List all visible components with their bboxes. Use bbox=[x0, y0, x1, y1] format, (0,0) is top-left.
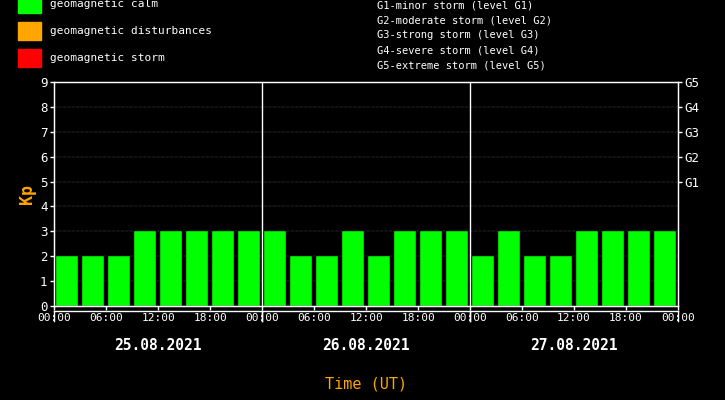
Text: G1-minor storm (level G1): G1-minor storm (level G1) bbox=[377, 0, 534, 10]
Text: G3-strong storm (level G3): G3-strong storm (level G3) bbox=[377, 30, 539, 40]
Bar bbox=[212, 231, 234, 306]
Bar bbox=[368, 256, 390, 306]
Text: G2-moderate storm (level G2): G2-moderate storm (level G2) bbox=[377, 15, 552, 25]
Bar bbox=[628, 231, 650, 306]
Bar bbox=[264, 231, 286, 306]
Bar bbox=[18, 0, 41, 13]
Bar bbox=[83, 256, 104, 306]
Bar bbox=[18, 49, 41, 67]
Text: G4-severe storm (level G4): G4-severe storm (level G4) bbox=[377, 46, 539, 56]
Bar bbox=[57, 256, 78, 306]
Bar bbox=[550, 256, 572, 306]
Bar bbox=[446, 231, 468, 306]
Bar bbox=[576, 231, 598, 306]
Text: geomagnetic disturbances: geomagnetic disturbances bbox=[50, 26, 212, 36]
Bar bbox=[134, 231, 157, 306]
Bar bbox=[108, 256, 130, 306]
Bar bbox=[342, 231, 364, 306]
Text: G5-extreme storm (level G5): G5-extreme storm (level G5) bbox=[377, 61, 546, 71]
Bar bbox=[394, 231, 416, 306]
Text: geomagnetic storm: geomagnetic storm bbox=[50, 53, 165, 63]
Bar bbox=[498, 231, 520, 306]
Bar bbox=[472, 256, 494, 306]
Text: 25.08.2021: 25.08.2021 bbox=[115, 338, 202, 354]
Y-axis label: Kp: Kp bbox=[18, 184, 36, 204]
Bar bbox=[160, 231, 182, 306]
Bar bbox=[239, 231, 260, 306]
Text: 26.08.2021: 26.08.2021 bbox=[323, 338, 410, 354]
Text: Time (UT): Time (UT) bbox=[325, 376, 407, 392]
Bar bbox=[316, 256, 338, 306]
Bar bbox=[290, 256, 312, 306]
Bar bbox=[420, 231, 442, 306]
Bar bbox=[524, 256, 546, 306]
Bar bbox=[654, 231, 676, 306]
Bar bbox=[18, 22, 41, 40]
Text: geomagnetic calm: geomagnetic calm bbox=[50, 0, 158, 9]
Text: 27.08.2021: 27.08.2021 bbox=[530, 338, 618, 354]
Bar bbox=[186, 231, 208, 306]
Bar bbox=[602, 231, 624, 306]
